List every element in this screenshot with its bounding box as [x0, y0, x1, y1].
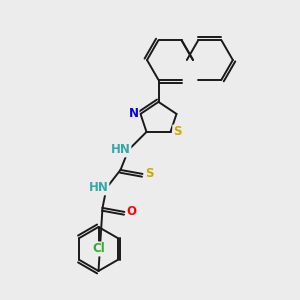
- Text: Cl: Cl: [92, 242, 105, 256]
- Text: HN: HN: [88, 182, 108, 194]
- Text: S: S: [173, 125, 182, 138]
- Text: S: S: [145, 167, 154, 180]
- Text: HN: HN: [111, 143, 130, 156]
- Text: N: N: [128, 107, 139, 120]
- Text: O: O: [127, 206, 136, 218]
